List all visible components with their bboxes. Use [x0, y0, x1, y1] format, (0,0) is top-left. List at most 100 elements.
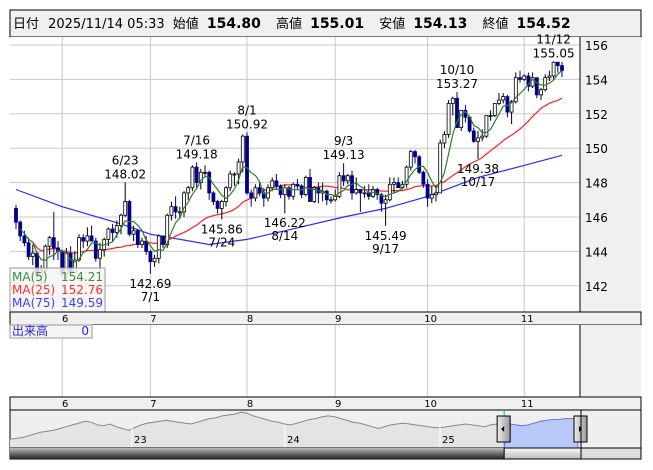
y-tick-label: 142 — [585, 280, 608, 294]
annotation-value: 146.22 — [264, 216, 306, 230]
candle-body — [492, 103, 497, 116]
candle-body — [526, 75, 531, 87]
candle-body — [161, 235, 165, 245]
low-label: 安値 — [379, 16, 405, 32]
candle-body — [471, 130, 476, 142]
candle-body — [312, 187, 317, 202]
annotation-date: 11/12 — [536, 32, 571, 46]
month-tick-label: 6 — [62, 314, 68, 325]
candle-body — [207, 171, 212, 194]
annotation-value: 142.69 — [129, 277, 171, 291]
candle-body — [434, 192, 438, 196]
legend-label: MA(75) — [12, 296, 55, 310]
candle-body — [425, 183, 430, 199]
annotation-value: 145.86 — [201, 222, 243, 236]
legend-label: MA(5) — [12, 270, 48, 284]
annotation-date: 10/10 — [440, 63, 475, 77]
header-bar — [9, 9, 642, 38]
navigator-overview: 23 24 25 — [9, 410, 588, 449]
candle-body — [127, 201, 132, 235]
candle-body — [396, 182, 401, 189]
candle-body — [43, 245, 48, 271]
annotation-date: 10/17 — [461, 175, 496, 189]
price-axis — [580, 37, 641, 312]
legend-value: 154.21 — [61, 270, 103, 284]
candle-body — [341, 175, 346, 182]
candle-body — [362, 192, 367, 195]
candle-body — [324, 190, 329, 201]
annotation-value: 149.18 — [176, 147, 218, 161]
y-tick-label: 150 — [585, 142, 608, 156]
month-tick-label: 8 — [247, 399, 253, 410]
candle-body — [236, 161, 241, 175]
month-tick-label: 10 — [424, 399, 437, 410]
ma-legend: MA(5) 154.21 MA(25) 152.76 MA(75) 149.59 — [9, 267, 106, 313]
price-plot-area[interactable] — [10, 37, 580, 312]
candle-body — [375, 189, 380, 196]
candle-body — [89, 235, 94, 242]
candle-body — [240, 135, 245, 163]
annotation-date: 7/1 — [141, 290, 160, 304]
candle-body — [303, 177, 308, 196]
candle-body — [182, 192, 186, 213]
candle-body — [333, 195, 338, 201]
candle-body — [203, 171, 207, 174]
candle-body — [249, 192, 254, 199]
candle-body — [232, 173, 237, 176]
volume-legend: 出来高 0 — [9, 323, 93, 339]
candle-body — [98, 249, 102, 259]
candle-body — [93, 240, 98, 259]
candle-body — [413, 151, 417, 158]
y-tick-label: 146 — [585, 211, 608, 225]
candle-body — [329, 199, 333, 202]
date-axis-main — [9, 311, 642, 326]
legend-value: 152.76 — [61, 283, 103, 297]
candle-body — [219, 201, 224, 209]
annotation-value: 148.02 — [104, 167, 146, 181]
candle-body — [509, 101, 514, 113]
candle-body — [278, 185, 283, 196]
candle-body — [85, 235, 90, 242]
scrollbar-left-area[interactable] — [10, 448, 505, 459]
candle-body — [152, 257, 157, 263]
candle-body — [459, 109, 464, 128]
candle-body — [534, 77, 539, 96]
month-tick-label: 11 — [521, 314, 534, 325]
candle-body — [429, 194, 434, 199]
candle-body — [547, 75, 552, 79]
candle-body — [387, 183, 392, 201]
year-label: 23 — [134, 435, 147, 446]
annotation-value: 153.27 — [436, 77, 478, 91]
candle-body — [140, 240, 144, 245]
annotation-date: 7/24 — [208, 235, 235, 249]
ma5-polyline — [19, 69, 563, 263]
annotation-date: 8/1 — [237, 103, 256, 117]
candle-body — [51, 237, 56, 249]
volume-axis — [580, 325, 641, 397]
candle-body — [501, 96, 506, 101]
candle-body — [186, 187, 191, 194]
candle-body — [177, 211, 182, 214]
close-label: 終値 — [482, 16, 508, 32]
annotation-date: 8/14 — [271, 229, 298, 243]
candle-body — [337, 175, 342, 197]
scrollbar-thumb[interactable] — [503, 447, 582, 460]
candle-body — [135, 230, 140, 245]
y-tick-label: 144 — [585, 245, 608, 259]
annotation-value: 155.05 — [533, 46, 575, 60]
candle-body — [551, 61, 556, 77]
candle-body — [119, 214, 123, 226]
candle-body — [442, 134, 447, 144]
y-tick-label: 152 — [585, 108, 608, 122]
open-label: 始値 — [173, 16, 199, 32]
candle-body — [198, 171, 203, 183]
arrow-left-icon — [501, 426, 505, 432]
month-tick-label: 6 — [62, 399, 68, 410]
candle-body — [131, 230, 136, 235]
volume-panel[interactable] — [10, 325, 580, 397]
candle-body — [165, 214, 170, 245]
candle-body — [522, 75, 527, 80]
volume-value: 0 — [81, 324, 89, 338]
